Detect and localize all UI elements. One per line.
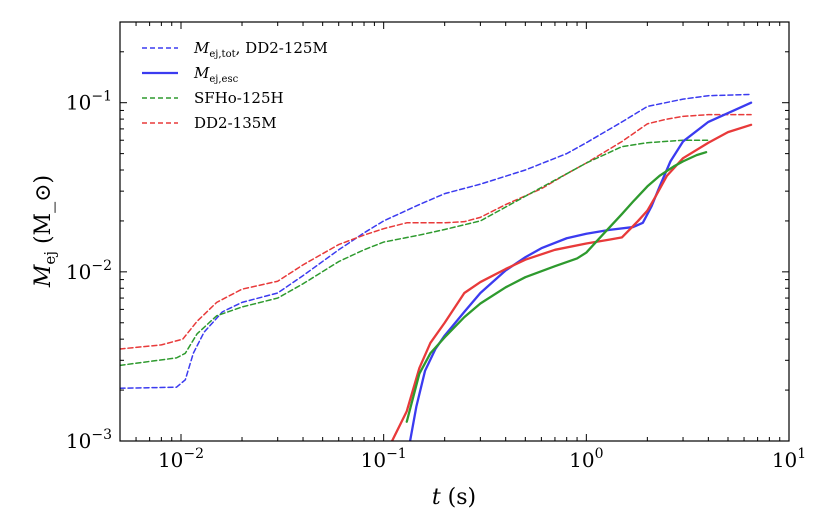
series-line-1 <box>120 113 752 350</box>
legend-label-3: DD2-135M <box>194 114 277 132</box>
y-axis-label: Mej (M_⊙) <box>31 175 59 288</box>
x-tick-label: 10−1 <box>361 446 407 472</box>
series-line-5 <box>405 151 708 423</box>
y-tick-label: 10−1 <box>66 89 112 115</box>
plot-frame <box>119 21 790 442</box>
series-layer <box>120 93 753 441</box>
legend-label-2: SFHo-125H <box>194 89 284 107</box>
x-tick-label: 10−2 <box>158 446 204 472</box>
series-line-2 <box>120 139 710 367</box>
tick-layer <box>119 21 790 442</box>
x-tick-label: 100 <box>569 446 603 472</box>
series-line-4 <box>390 123 753 441</box>
series-line-0 <box>120 93 752 390</box>
legend: Mej,tot, DD2-125M Mej,esc SFHo-125H DD2-135… <box>142 39 328 132</box>
legend-label-1: Mej,esc <box>193 64 239 85</box>
tick-label-layer: 10−2 10−1 100 101 10−3 10−2 10−1 <box>66 89 806 472</box>
y-tick-label: 10−3 <box>66 427 112 453</box>
legend-label-0: Mej,tot, DD2-125M <box>193 39 328 60</box>
x-axis-label: t (s) <box>432 485 476 510</box>
x-tick-label: 101 <box>772 446 806 472</box>
y-tick-label: 10−2 <box>66 258 112 284</box>
